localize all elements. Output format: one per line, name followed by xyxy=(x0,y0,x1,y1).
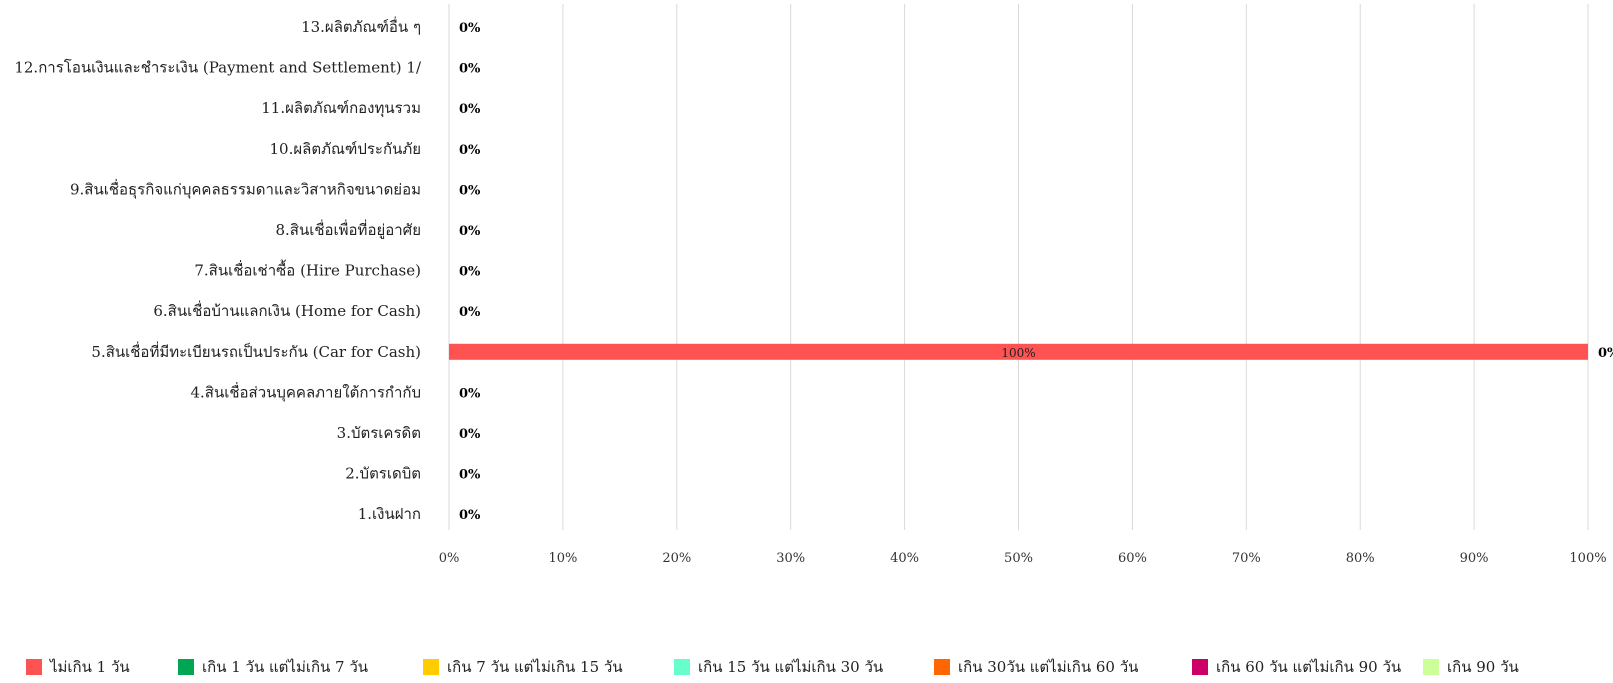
x-tick-label: 30% xyxy=(776,551,805,566)
legend-swatch xyxy=(934,659,950,675)
end-data-label: 0% xyxy=(459,305,481,320)
end-data-label: 0% xyxy=(459,102,481,117)
bars: 100% xyxy=(449,343,1588,360)
x-tick-label: 40% xyxy=(890,551,919,566)
legend-swatch xyxy=(674,659,690,675)
bar xyxy=(449,343,1588,360)
legend-entry: เกิน 30วัน แต่ไม่เกิน 60 วัน xyxy=(958,658,1138,676)
category-label: 13.ผลิตภัณฑ์อื่น ๆ xyxy=(301,16,421,36)
end-data-label: 0% xyxy=(459,21,481,36)
category-label: 9.สินเชื่อธุรกิจแก่บุคคลธรรมดาและวิสาหกิ… xyxy=(70,178,421,199)
legend: ไม่เกิน 1 วัน เกิน 1 วัน แต่ไม่เกิน 7 วัน… xyxy=(26,658,1519,676)
category-label: 8.สินเชื่อเพื่อที่อยู่อาศัย xyxy=(276,219,422,239)
end-data-label: 0% xyxy=(459,183,481,198)
legend-entry: ไม่เกิน 1 วัน xyxy=(49,658,130,676)
legend-swatch xyxy=(1192,659,1208,675)
end-data-label: 0% xyxy=(459,386,481,401)
category-label: 2.บัตรเดบิต xyxy=(345,465,421,483)
legend-swatch xyxy=(178,659,194,675)
x-tick-labels: 0% 10% 20% 30% 40% 50% 60% 70% 80% 90% 100% xyxy=(439,551,1607,566)
end-data-label: 0% xyxy=(1598,346,1613,361)
category-label: 12.การโอนเงินและชำระเงิน (Payment and Se… xyxy=(14,59,422,77)
legend-swatch xyxy=(26,659,42,675)
grid-lines xyxy=(448,4,1589,530)
category-label: 5.สินเชื่อที่มีทะเบียนรถเป็นประกัน (Car … xyxy=(91,341,421,361)
end-data-label: 0% xyxy=(459,508,481,523)
x-tick-label: 80% xyxy=(1346,551,1375,566)
end-data-label: 0% xyxy=(459,62,481,77)
bar-data-label: 100% xyxy=(1001,346,1035,360)
x-tick-label: 20% xyxy=(662,551,691,566)
end-data-label: 0% xyxy=(459,224,481,239)
legend-entry: เกิน 7 วัน แต่ไม่เกิน 15 วัน xyxy=(447,658,623,676)
end-data-label: 0% xyxy=(459,265,481,280)
category-label: 10.ผลิตภัณฑ์ประกันภัย xyxy=(270,140,421,158)
x-tick-label: 60% xyxy=(1118,551,1147,566)
end-data-label: 0% xyxy=(459,143,481,158)
x-tick-label: 70% xyxy=(1232,551,1261,566)
legend-swatch xyxy=(423,659,439,675)
category-label: 11.ผลิตภัณฑ์กองทุนรวม xyxy=(261,99,421,118)
legend-entry: เกิน 90 วัน xyxy=(1447,658,1519,676)
x-tick-label: 100% xyxy=(1569,551,1606,566)
end-data-label: 0% xyxy=(459,427,481,442)
legend-entry: เกิน 60 วัน แต่ไม่เกิน 90 วัน xyxy=(1216,658,1401,676)
x-tick-label: 50% xyxy=(1004,551,1033,566)
legend-entry: เกิน 1 วัน แต่ไม่เกิน 7 วัน xyxy=(202,658,368,676)
x-tick-label: 0% xyxy=(439,551,460,566)
category-label: 3.บัตรเครดิต xyxy=(337,424,421,442)
x-tick-label: 10% xyxy=(548,551,577,566)
end-labels: 0% 0% 0% 0% 0% 0% 0% 0% 0% 0% 0% 0% 0% xyxy=(459,21,1613,523)
category-labels: 13.ผลิตภัณฑ์อื่น ๆ 12.การโอนเงินและชำระเง… xyxy=(14,16,422,523)
end-data-label: 0% xyxy=(459,468,481,483)
category-label: 1.เงินฝาก xyxy=(358,505,421,523)
category-label: 4.สินเชื่อส่วนบุคคลภายใต้การกำกับ xyxy=(191,381,422,402)
x-tick-label: 90% xyxy=(1460,551,1489,566)
category-label: 7.สินเชื่อเช่าซื้อ (Hire Purchase) xyxy=(194,260,421,280)
legend-entry: เกิน 15 วัน แต่ไม่เกิน 30 วัน xyxy=(698,658,883,676)
legend-swatch xyxy=(1423,659,1439,675)
category-label: 6.สินเชื่อบ้านแลกเงิน (Home for Cash) xyxy=(153,300,421,320)
